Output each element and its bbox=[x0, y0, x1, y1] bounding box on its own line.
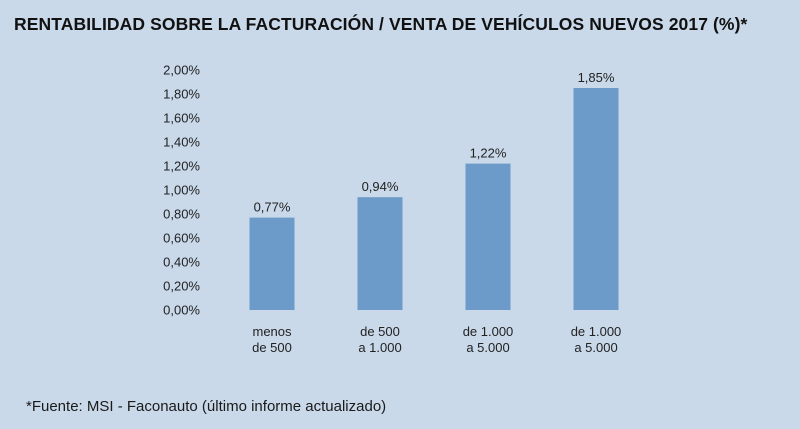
bar bbox=[465, 163, 511, 310]
bar bbox=[357, 197, 403, 310]
chart-title: RENTABILIDAD SOBRE LA FACTURACIÓN / VENT… bbox=[14, 14, 748, 34]
data-label: 0,77% bbox=[254, 200, 291, 215]
data-label: 1,22% bbox=[470, 146, 507, 161]
y-tick-label: 1,40% bbox=[163, 135, 200, 150]
category-label: de 1.000 bbox=[463, 324, 514, 339]
bars-group bbox=[249, 88, 619, 310]
y-tick-label: 1,20% bbox=[163, 159, 200, 174]
y-tick-label: 0,60% bbox=[163, 231, 200, 246]
y-tick-label: 1,80% bbox=[163, 87, 200, 102]
y-tick-label: 0,20% bbox=[163, 279, 200, 294]
data-label: 0,94% bbox=[362, 179, 399, 194]
bar bbox=[573, 88, 619, 310]
y-tick-label: 0,00% bbox=[163, 303, 200, 318]
source-note: *Fuente: MSI - Faconauto (último informe… bbox=[26, 398, 387, 415]
category-label: a 5.000 bbox=[466, 340, 509, 355]
category-label: de 500 bbox=[252, 340, 292, 355]
data-label: 1,85% bbox=[578, 70, 615, 85]
y-tick-label: 0,80% bbox=[163, 207, 200, 222]
y-tick-label: 1,60% bbox=[163, 111, 200, 126]
y-tick-label: 1,00% bbox=[163, 183, 200, 198]
data-labels-group: 0,77% 0,94% 1,22% 1,85% bbox=[254, 70, 615, 215]
y-tick-label: 0,40% bbox=[163, 255, 200, 270]
category-label: de 500 bbox=[360, 324, 400, 339]
category-label: menos bbox=[252, 324, 292, 339]
y-axis-ticks: 0,00% 0,20% 0,40% 0,60% 0,80% 1,00% 1,20% 1,40%… bbox=[163, 63, 200, 318]
y-tick-label: 2,00% bbox=[163, 63, 200, 78]
category-label: de 1.000 bbox=[571, 324, 622, 339]
category-label: a 5.000 bbox=[574, 340, 617, 355]
category-label: a 1.000 bbox=[358, 340, 401, 355]
bar bbox=[249, 217, 295, 310]
